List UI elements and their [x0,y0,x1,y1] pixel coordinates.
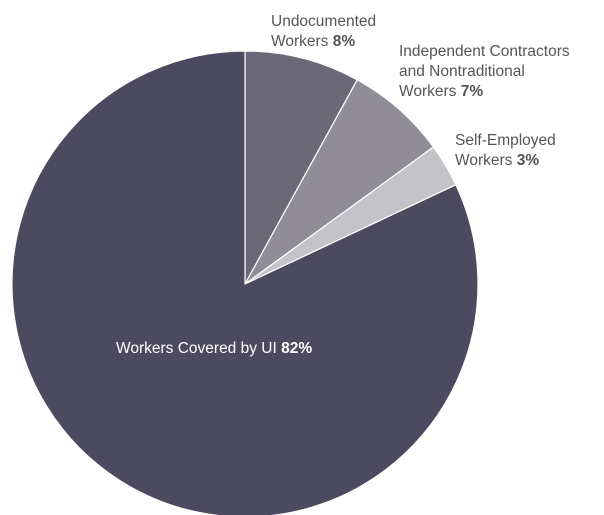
pie-slice-undocumented-workers [244,50,358,285]
slice-value-label: 3% [517,152,540,169]
slice-label-undocumented-workers: Undocumented Workers 8% [271,13,376,50]
slice-label-independent-contractors-and-nontraditional-workers: Independent Contractors and Nontraditiona… [399,43,570,100]
slice-value-label: 8% [333,33,356,50]
slice-value-label: 82% [281,340,312,357]
pie-slice-independent-contractors-and-nontraditional-workers [244,79,435,285]
slice-value-label: 7% [461,83,484,100]
slice-label-workers-covered-by-ui: Workers Covered by UI 82% [116,340,312,357]
pie-slice-workers-covered-by-ui [11,50,479,515]
slice-label-self-employed-workers: Self-Employed Workers 3% [455,132,556,169]
